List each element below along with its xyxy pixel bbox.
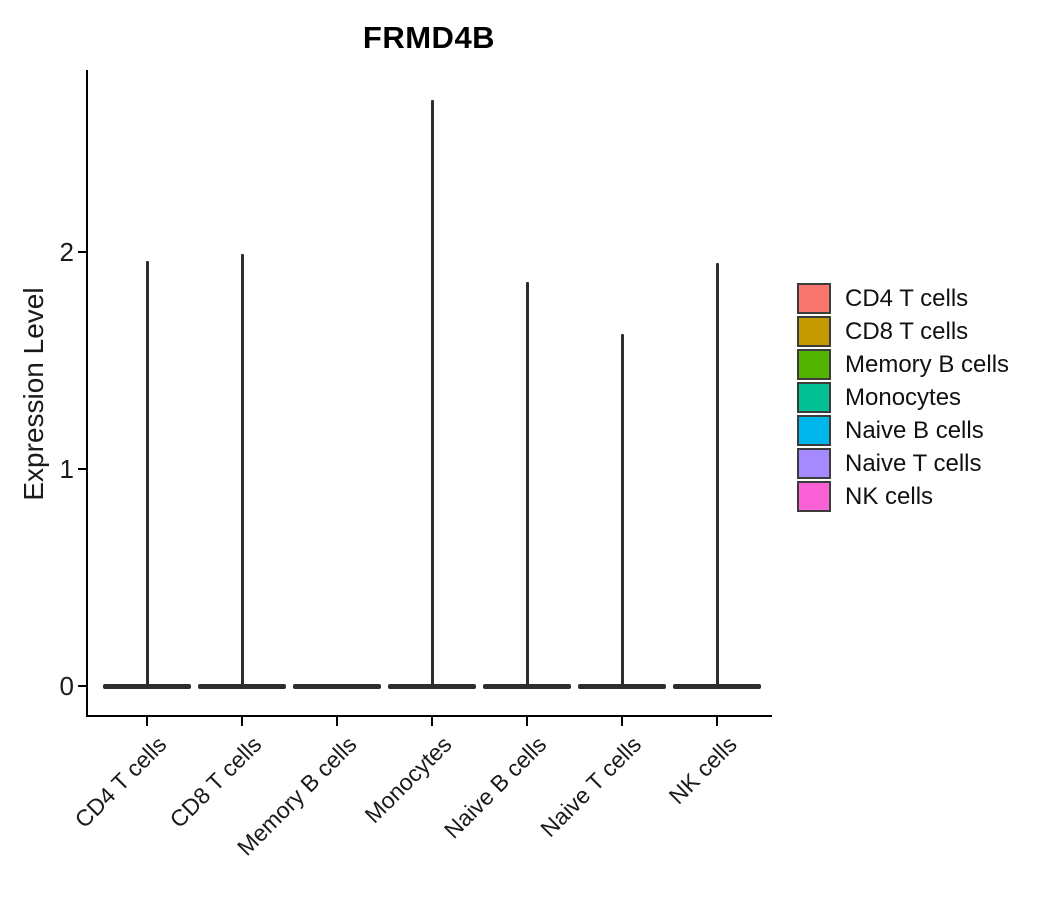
x-tick-mark (431, 717, 433, 726)
violin-base (293, 684, 381, 689)
x-tick-mark (241, 717, 243, 726)
legend-label: Monocytes (845, 384, 962, 411)
x-tick-label: Naive T cells (535, 731, 647, 842)
violin-spike (620, 334, 624, 686)
legend-label: Memory B cells (845, 351, 1010, 378)
legend-item: CD8 T cells (797, 316, 1009, 347)
legend: CD4 T cells CD8 T cells Memory B cells Mono… (797, 283, 1009, 514)
y-tick-label: 2 (59, 237, 74, 267)
x-tick-mark (146, 717, 148, 726)
x-tick-mark (716, 717, 718, 726)
x-tick-label: Monocytes (359, 731, 457, 829)
legend-label: NK cells (845, 483, 934, 510)
y-tick-mark (78, 468, 87, 470)
violin-spike (145, 260, 149, 686)
x-tick-label: NK cells (663, 731, 742, 810)
violin-base (198, 684, 286, 689)
x-axis-line (86, 715, 772, 717)
legend-color-swatch (797, 349, 831, 380)
violin-base (578, 684, 666, 689)
legend-color-swatch (797, 415, 831, 446)
x-tick-mark (526, 717, 528, 726)
y-tick-label: 0 (59, 671, 74, 701)
legend-label: Naive T cells (845, 450, 982, 477)
y-axis-line (86, 70, 88, 717)
legend-item: Naive B cells (797, 415, 1009, 446)
x-tick-mark (336, 717, 338, 726)
x-tick-label: CD4 T cells (69, 731, 172, 833)
chart-title: FRMD4B (362, 20, 496, 55)
legend-color-swatch (797, 382, 831, 413)
violin-spike (525, 282, 529, 686)
legend-label: CD4 T cells (845, 285, 969, 312)
violin-spike (430, 100, 434, 686)
x-tick-label: CD8 T cells (164, 731, 267, 833)
violin-base (483, 684, 571, 689)
legend-item: Memory B cells (797, 349, 1009, 380)
violin-base (103, 684, 191, 689)
legend-label: CD8 T cells (845, 318, 969, 345)
violin-base (673, 684, 761, 689)
violin-spike (240, 254, 244, 686)
y-tick-mark (78, 251, 87, 253)
legend-color-swatch (797, 448, 831, 479)
y-tick-mark (78, 685, 87, 687)
legend-item: NK cells (797, 481, 1009, 512)
legend-color-swatch (797, 283, 831, 314)
legend-item: CD4 T cells (797, 283, 1009, 314)
legend-color-swatch (797, 316, 831, 347)
x-tick-mark (621, 717, 623, 726)
legend-item: Naive T cells (797, 448, 1009, 479)
legend-color-swatch (797, 481, 831, 512)
violin-base (388, 684, 476, 689)
y-tick-label: 1 (59, 454, 74, 484)
legend-item: Monocytes (797, 382, 1009, 413)
legend-label: Naive B cells (845, 417, 984, 444)
violin-spike (715, 262, 719, 686)
